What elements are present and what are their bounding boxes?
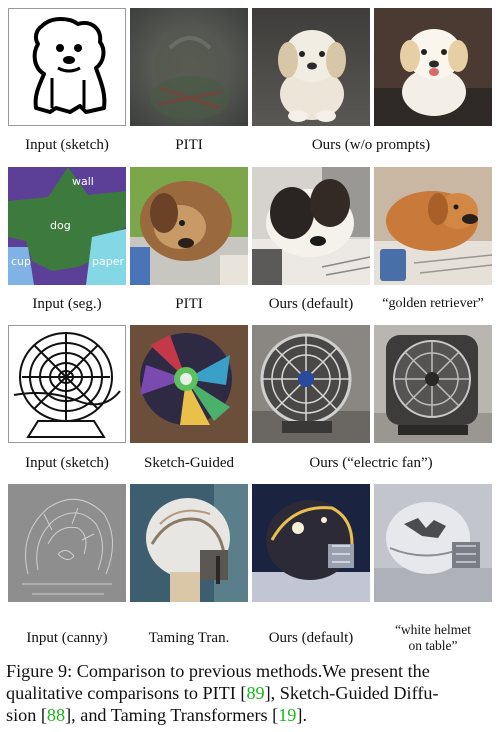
seg-label-paper: paper	[92, 255, 124, 268]
caption-line-3-mid: ], and Taming Transformers [	[65, 705, 279, 725]
citation-link-sketch-guided[interactable]: 88	[46, 705, 66, 725]
input-sketch-dog-image	[8, 8, 126, 126]
caption-line-2-tail: ], Sketch-Guided Diffu-	[264, 683, 439, 703]
golden-retriever-image	[374, 167, 492, 285]
white-helmet-image	[374, 484, 492, 602]
ours-default-dog-image	[252, 167, 370, 285]
piti-dog-image-2	[130, 167, 248, 285]
caption-line-3-tail: ].	[296, 705, 307, 725]
label-piti-2: PITI	[175, 296, 203, 312]
label-piti: PITI	[175, 137, 203, 153]
input-segmentation-image: wall dog cup paper	[8, 167, 126, 285]
input-sketch-fan-image	[8, 325, 126, 443]
input-canny-image	[8, 484, 126, 602]
ours-dog-image-1	[252, 8, 370, 126]
label-ours-electric-fan: Ours (“electric fan”)	[309, 455, 433, 471]
label-ours-wo-prompts: Ours (w/o prompts)	[311, 137, 431, 153]
label-taming-tran: Taming Tran.	[148, 630, 230, 646]
label-white-helmet-prompt: “white helmet on table”	[371, 622, 495, 654]
caption-line-1: Figure 9: Comparison to previous methods…	[6, 661, 430, 681]
caption-line-2-text: qualitative comparisons to PITI [	[6, 683, 247, 703]
label-ours-default-2: Ours (default)	[268, 630, 354, 646]
label-input-sketch: Input (sketch)	[25, 137, 109, 153]
label-input-sketch-2: Input (sketch)	[25, 455, 109, 471]
ours-dog-image-2	[374, 8, 492, 126]
caption-line-2: qualitative comparisons to PITI [89], Sk…	[6, 682, 494, 704]
ours-default-helmet-image	[252, 484, 370, 602]
label-ours-default: Ours (default)	[268, 296, 354, 312]
figure-caption: Figure 9: Comparison to previous methods…	[6, 660, 494, 726]
label-sketch-guided: Sketch-Guided	[144, 455, 234, 471]
seg-label-wall: wall	[72, 175, 94, 188]
label-white-helmet-line2: on table”	[408, 638, 458, 653]
label-input-seg: Input (seg.)	[32, 296, 102, 312]
ours-electric-fan-image-2	[374, 325, 492, 443]
seg-label-dog: dog	[50, 219, 71, 232]
seg-label-cup: cup	[11, 255, 31, 268]
sketch-guided-fan-image	[130, 325, 248, 443]
label-golden-retriever: “golden retriever”	[382, 296, 484, 311]
taming-transformers-helmet-image	[130, 484, 248, 602]
ours-electric-fan-image-1	[252, 325, 370, 443]
caption-line-3-text: sion [	[6, 705, 47, 725]
label-white-helmet-line1: “white helmet	[394, 622, 472, 637]
citation-link-piti[interactable]: 89	[246, 683, 265, 703]
citation-link-taming[interactable]: 19	[278, 705, 297, 725]
label-input-canny: Input (canny)	[26, 630, 108, 646]
piti-dog-image	[130, 8, 248, 126]
caption-line-3: sion [88], and Taming Transformers [19].	[6, 704, 494, 726]
